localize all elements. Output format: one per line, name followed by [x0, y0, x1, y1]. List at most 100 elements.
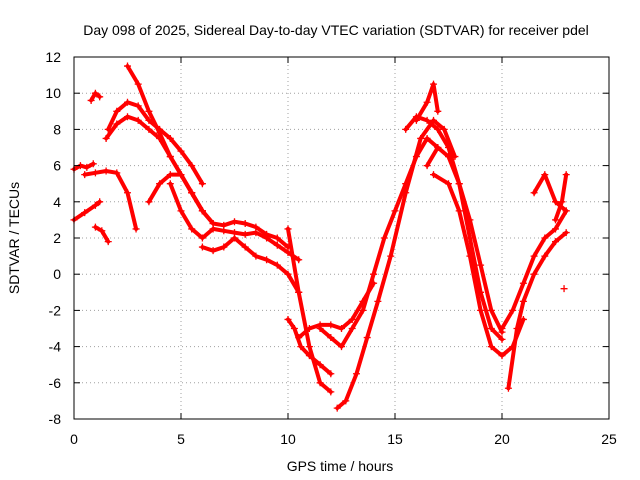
data-point	[434, 125, 442, 133]
y-tick-label: -6	[49, 375, 62, 391]
series-arc-13	[284, 315, 335, 378]
data-point	[434, 107, 442, 115]
x-axis-title: GPS time / hours	[287, 458, 394, 474]
series-line	[425, 145, 504, 335]
data-point	[134, 80, 142, 88]
data-point	[252, 229, 260, 237]
data-point	[333, 404, 341, 412]
data-point	[327, 321, 335, 329]
data-point	[198, 180, 206, 188]
data-point	[220, 243, 228, 251]
data-point	[188, 225, 196, 233]
y-tick-label: 4	[53, 194, 61, 210]
data-point	[417, 134, 425, 142]
data-point	[380, 234, 388, 242]
data-point	[297, 343, 305, 351]
data-point	[124, 98, 131, 106]
data-point	[338, 343, 345, 351]
data-point	[541, 171, 549, 179]
data-point	[412, 116, 420, 124]
series-arc-12	[284, 225, 335, 396]
x-tick-label: 0	[70, 431, 78, 447]
data-point	[327, 388, 335, 396]
data-point	[231, 218, 238, 226]
data-point	[402, 180, 410, 188]
data-point	[342, 397, 350, 405]
data-point	[134, 102, 142, 110]
data-point	[455, 207, 463, 215]
series-arc-16	[316, 134, 442, 351]
data-point	[113, 120, 121, 128]
data-point	[558, 198, 566, 206]
data-point	[513, 325, 521, 332]
data-point	[91, 169, 99, 177]
data-point	[487, 306, 495, 314]
data-point	[166, 180, 174, 188]
y-tick-label: -2	[49, 302, 62, 318]
data-point	[96, 93, 104, 101]
data-point	[166, 153, 174, 161]
data-point	[220, 227, 228, 235]
series-line	[335, 118, 457, 411]
data-point	[552, 225, 559, 233]
data-point	[102, 167, 110, 175]
data-point	[273, 234, 281, 242]
data-point	[177, 171, 185, 179]
data-point	[352, 370, 360, 378]
data-point	[198, 207, 206, 215]
x-tick-label: 15	[387, 431, 403, 447]
data-point	[104, 238, 112, 246]
data-point	[423, 116, 431, 124]
axis-ticks: 0 5 10 15 20 25 -8 -6 -4 -2 0 2 4 6 8 10 12	[45, 49, 617, 447]
data-point	[89, 160, 97, 168]
data-point	[374, 297, 382, 305]
data-point	[96, 198, 104, 206]
series-line	[318, 136, 440, 349]
data-point	[541, 234, 549, 242]
data-point	[487, 325, 495, 332]
y-tick-label: 12	[45, 49, 61, 65]
data-point	[209, 247, 217, 255]
data-point	[241, 230, 249, 238]
data-point	[562, 171, 570, 179]
data-point	[562, 207, 570, 215]
data-point	[295, 334, 303, 342]
data-point	[87, 96, 95, 104]
data-point	[348, 325, 356, 332]
data-point	[477, 261, 485, 269]
data-point	[188, 189, 196, 197]
data-point	[284, 315, 292, 323]
series-arc-24	[552, 171, 570, 224]
y-tick-label: -8	[49, 411, 62, 427]
data-point	[284, 225, 292, 233]
series-arc-25	[560, 285, 568, 293]
series-line	[72, 161, 96, 172]
data-point	[98, 227, 106, 235]
series-arc-11	[198, 234, 303, 296]
data-point	[188, 162, 196, 170]
series-line	[286, 317, 333, 376]
data-point	[81, 209, 89, 217]
data-series	[70, 62, 570, 412]
data-point	[445, 180, 452, 188]
series-arc-14	[295, 279, 378, 342]
data-point	[166, 134, 174, 142]
data-point	[156, 180, 164, 188]
data-point	[91, 201, 99, 209]
y-tick-label: 8	[53, 121, 61, 137]
grid	[74, 57, 609, 419]
data-point	[91, 89, 99, 97]
data-point	[145, 125, 153, 133]
data-point	[412, 153, 420, 161]
data-point	[530, 270, 538, 278]
series-arc-21	[504, 229, 570, 392]
data-point	[487, 343, 495, 351]
data-point	[423, 162, 431, 170]
data-point	[91, 223, 99, 231]
data-point	[241, 243, 249, 251]
series-arc-7	[124, 62, 217, 228]
y-tick-label: -4	[49, 339, 62, 355]
data-point	[363, 334, 371, 342]
data-point	[252, 252, 260, 260]
